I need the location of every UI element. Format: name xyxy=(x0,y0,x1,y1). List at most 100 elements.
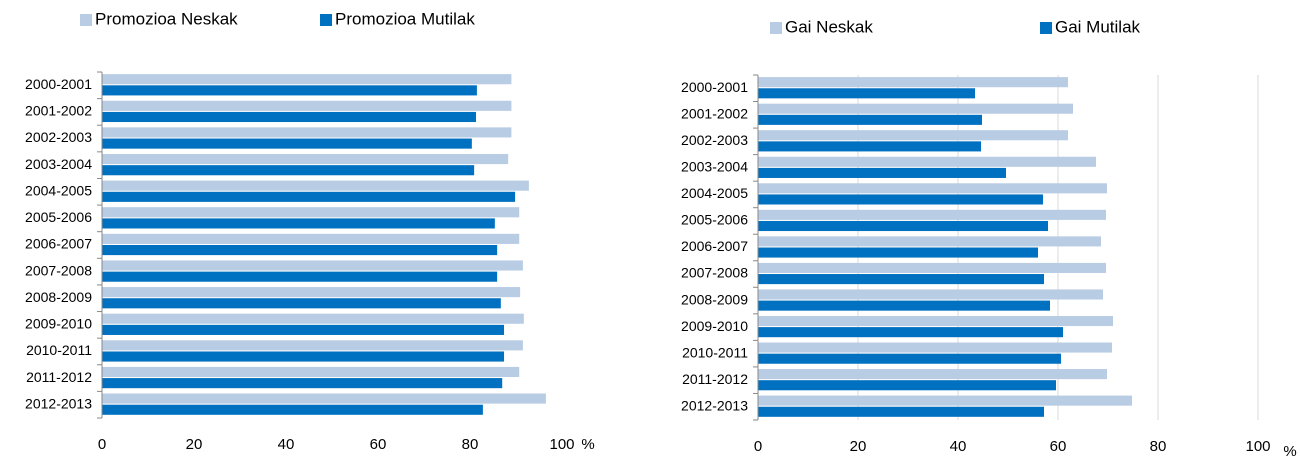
bar xyxy=(758,289,1103,300)
bar xyxy=(758,194,1043,205)
y-tick-label: 2006-2007 xyxy=(681,238,748,254)
y-tick-label: 2004-2005 xyxy=(681,185,748,201)
bar xyxy=(102,393,546,404)
bar xyxy=(758,209,1106,220)
bar xyxy=(758,369,1107,380)
bar xyxy=(758,274,1044,285)
legend-swatch xyxy=(770,22,782,34)
y-tick-label: 2011-2012 xyxy=(682,371,748,387)
bar xyxy=(102,165,475,176)
x-tick-label: 0 xyxy=(754,438,762,455)
legend-label: Promozioa Neskak xyxy=(95,9,238,28)
x-tick-label: 0 xyxy=(98,436,106,453)
legend-label: Gai Mutilak xyxy=(1055,17,1141,36)
x-tick-label: 20 xyxy=(186,436,203,453)
bar xyxy=(102,271,498,282)
bar xyxy=(758,236,1101,247)
legend-swatch xyxy=(80,14,92,26)
bar xyxy=(758,77,1068,88)
y-tick-label: 2012-2013 xyxy=(681,397,748,413)
bar xyxy=(102,74,512,85)
x-tick-label: 20 xyxy=(850,438,867,455)
y-tick-label: 2000-2001 xyxy=(681,79,748,95)
x-tick-label: 100 xyxy=(549,436,574,453)
bar xyxy=(758,130,1068,141)
bar xyxy=(102,378,503,389)
bar xyxy=(102,127,512,138)
y-tick-label: 2003-2004 xyxy=(25,156,92,172)
bar xyxy=(758,220,1048,232)
legend-label: Promozioa Mutilak xyxy=(335,9,475,28)
bar xyxy=(758,247,1038,258)
x-axis-label: % xyxy=(581,436,594,453)
bar xyxy=(758,353,1061,364)
bar xyxy=(102,100,512,111)
y-tick-label: 2001-2002 xyxy=(25,103,92,119)
bar xyxy=(102,245,498,256)
bar xyxy=(102,85,477,96)
x-axis-label: % xyxy=(1283,443,1296,459)
y-tick-label: 2012-2013 xyxy=(25,395,92,411)
bar xyxy=(758,262,1106,273)
x-tick-label: 40 xyxy=(950,438,967,455)
y-tick-label: 2010-2011 xyxy=(26,342,92,358)
bar xyxy=(102,218,495,229)
bar xyxy=(102,153,509,165)
y-tick-label: 2010-2011 xyxy=(682,344,748,360)
bar xyxy=(102,260,523,271)
y-tick-label: 2009-2010 xyxy=(681,318,748,334)
bar xyxy=(758,114,982,125)
y-tick-label: 2003-2004 xyxy=(681,159,748,175)
bar xyxy=(758,183,1107,194)
legend-swatch xyxy=(320,14,332,26)
y-tick-label: 2008-2009 xyxy=(25,289,92,305)
bar xyxy=(758,88,975,99)
bar xyxy=(758,395,1132,406)
x-tick-label: 100 xyxy=(1245,438,1270,455)
bar xyxy=(758,327,1063,338)
bar xyxy=(758,167,1006,178)
y-tick-label: 2005-2006 xyxy=(25,209,92,225)
bar xyxy=(102,324,505,335)
bar xyxy=(102,287,521,298)
y-tick-label: 2008-2009 xyxy=(681,291,748,307)
y-tick-label: 2004-2005 xyxy=(25,182,92,198)
bar xyxy=(758,141,981,152)
x-tick-label: 60 xyxy=(1050,438,1067,455)
bar xyxy=(758,315,1113,327)
y-tick-label: 2005-2006 xyxy=(681,212,748,228)
y-tick-label: 2007-2008 xyxy=(681,265,748,281)
bar xyxy=(102,366,520,378)
bar xyxy=(758,156,1096,167)
legend-label: Gai Neskak xyxy=(785,17,873,36)
bar xyxy=(758,342,1112,353)
bar xyxy=(102,180,529,191)
y-tick-label: 2009-2010 xyxy=(25,316,92,332)
bar xyxy=(102,233,520,244)
y-tick-label: 2002-2003 xyxy=(25,129,92,145)
y-tick-label: 2000-2001 xyxy=(25,76,92,92)
bar xyxy=(102,138,472,149)
bar xyxy=(758,406,1044,417)
bar xyxy=(758,380,1056,391)
y-tick-label: 2007-2008 xyxy=(25,262,92,278)
y-tick-label: 2011-2012 xyxy=(26,369,92,385)
bar xyxy=(102,207,520,218)
bar xyxy=(102,340,523,351)
x-tick-label: 80 xyxy=(462,436,479,453)
bar xyxy=(102,313,524,324)
bar xyxy=(102,351,505,362)
bar xyxy=(102,191,516,202)
x-tick-label: 60 xyxy=(370,436,387,453)
bar xyxy=(758,103,1073,114)
bar xyxy=(102,404,483,415)
y-tick-label: 2002-2003 xyxy=(681,132,748,148)
x-tick-label: 80 xyxy=(1150,438,1167,455)
bar xyxy=(758,300,1050,311)
y-tick-label: 2001-2002 xyxy=(681,106,748,122)
bar xyxy=(102,298,501,309)
y-tick-label: 2006-2007 xyxy=(25,236,92,252)
bar xyxy=(102,111,476,123)
x-tick-label: 40 xyxy=(278,436,295,453)
